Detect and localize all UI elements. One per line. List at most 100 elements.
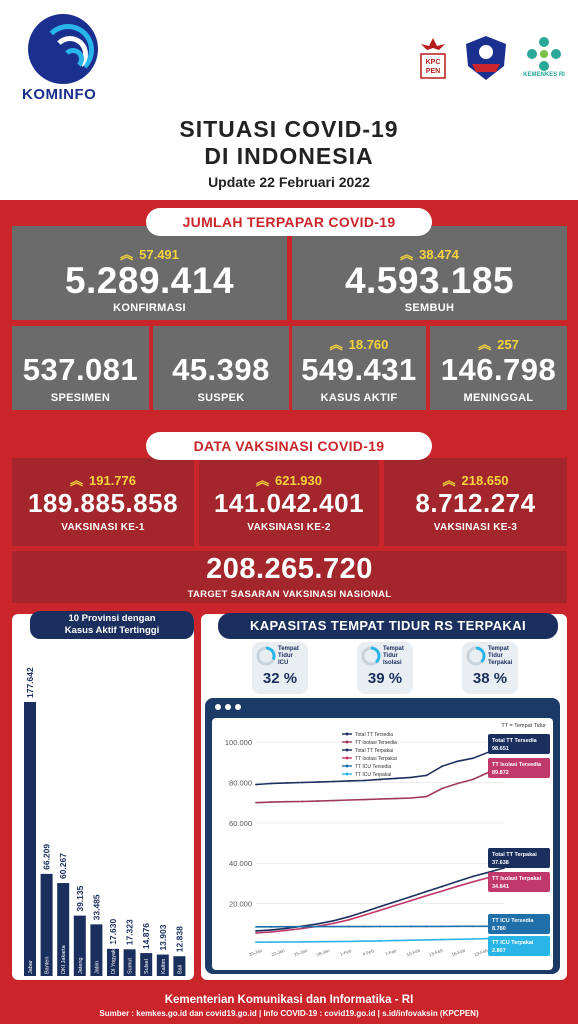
series-point bbox=[363, 925, 366, 928]
meninggal-card: ︽ 257 146.798 MENINGGAL bbox=[430, 326, 567, 410]
target-vaksinasi-card: 208.265.720 TARGET SASARAN VAKSINASI NAS… bbox=[12, 551, 567, 603]
legend-marker bbox=[345, 732, 349, 736]
vaksinasi-3-card: ︽ 218.650 8.712.274 VAKSINASI KE-3 bbox=[384, 458, 567, 546]
tempat-tidur-line-chart: 100.000 80.000 60.000 40.000 20.000 20-Jan 22-… bbox=[225, 723, 550, 958]
series-point bbox=[348, 915, 350, 918]
province-category-label: Banten bbox=[45, 957, 51, 974]
series-point bbox=[441, 925, 443, 928]
series-point bbox=[394, 925, 397, 928]
gauge-total: Tempat Tidur Terpakai 38 % bbox=[462, 642, 518, 694]
series-point bbox=[270, 925, 273, 928]
target-value: 208.265.720 bbox=[206, 553, 373, 585]
province-bar bbox=[173, 956, 186, 976]
vaksinasi-header: DATA VAKSINASI COVID-19 bbox=[146, 432, 432, 460]
end-label-box bbox=[488, 848, 550, 868]
legend-marker bbox=[345, 748, 349, 752]
series-point bbox=[348, 918, 350, 921]
series-point bbox=[410, 776, 412, 779]
series-point bbox=[301, 927, 304, 930]
province-category-label: Jateng bbox=[78, 957, 84, 974]
province-value-label: 12.838 bbox=[174, 926, 184, 952]
series-point bbox=[425, 894, 428, 897]
gauge-icu-label: Tidur bbox=[278, 653, 293, 659]
legend-label: TT ICU Terpakai bbox=[355, 772, 391, 778]
increase-icon: ︽ bbox=[400, 247, 414, 262]
gauge-isolasi-label: Tempat bbox=[383, 646, 404, 652]
end-label-box bbox=[488, 914, 550, 934]
series-point bbox=[255, 929, 257, 932]
series-point bbox=[255, 941, 257, 944]
series-point bbox=[255, 931, 257, 934]
vaksinasi-3-value: 8.712.274 bbox=[415, 488, 536, 518]
series-point bbox=[472, 875, 474, 878]
series-point bbox=[348, 779, 350, 782]
spesimen-card: 537.081 SPESIMEN bbox=[12, 326, 149, 410]
x-tick-label: 7-Feb bbox=[384, 948, 397, 957]
end-label-value: 37.638 bbox=[492, 860, 509, 866]
end-label-box bbox=[488, 936, 550, 956]
legend-label: TT Isolasi Terpakai bbox=[355, 756, 397, 762]
series-point bbox=[317, 925, 319, 928]
series-point bbox=[394, 797, 397, 800]
series-point bbox=[472, 757, 474, 760]
series-point bbox=[394, 777, 397, 780]
end-label-value: 34.841 bbox=[492, 884, 509, 890]
konfirmasi-value: 5.289.414 bbox=[64, 260, 235, 301]
spesimen-value: 537.081 bbox=[22, 352, 139, 387]
end-label-value: 89.872 bbox=[492, 770, 509, 776]
series-point bbox=[286, 929, 288, 932]
series-point bbox=[425, 890, 428, 893]
series-point bbox=[410, 797, 412, 799]
end-label-title: TT Isolasi Tersedia bbox=[492, 762, 542, 768]
series-point bbox=[410, 899, 412, 902]
series-point bbox=[270, 801, 273, 803]
series-point bbox=[270, 928, 273, 931]
series-point bbox=[379, 925, 381, 928]
series-point bbox=[456, 760, 459, 763]
series-point bbox=[348, 799, 350, 801]
series-point bbox=[286, 927, 288, 930]
series-point bbox=[441, 765, 443, 768]
series-point bbox=[286, 781, 288, 784]
legend-label: TT ICU Tersedia bbox=[355, 764, 391, 770]
y-tick-label: 20.000 bbox=[229, 900, 252, 909]
series-point bbox=[379, 798, 381, 800]
vaksinasi-2-value: 141.042.401 bbox=[213, 488, 365, 518]
series-point bbox=[301, 925, 304, 928]
series-point bbox=[317, 781, 319, 783]
x-tick-label: 19-Feb bbox=[473, 948, 489, 958]
series-point bbox=[270, 782, 273, 785]
footer-title: Kementerian Komunikasi dan Informatika -… bbox=[164, 994, 414, 1006]
series-point bbox=[286, 800, 288, 803]
satgas-logo-icon bbox=[466, 36, 506, 80]
province-category-label: Bali bbox=[177, 965, 183, 974]
province-bar bbox=[156, 954, 169, 976]
series-point bbox=[456, 925, 459, 928]
province-value-label: 13.903 bbox=[158, 924, 168, 950]
series-point bbox=[472, 880, 474, 883]
series-point bbox=[394, 939, 397, 942]
series-point bbox=[456, 782, 459, 785]
province-value-label: 39.135 bbox=[75, 885, 85, 911]
footer-source: Sumber : kemkes.go.id dan covid19.go.id … bbox=[99, 1009, 479, 1018]
header bbox=[0, 0, 578, 210]
increase-icon: ︽ bbox=[69, 473, 83, 488]
suspek-card: 45.398 SUSPEK bbox=[153, 326, 289, 410]
gauge-total-pct: 38 % bbox=[472, 670, 508, 687]
series-point bbox=[441, 938, 443, 941]
legend-label: Total TT Terpakai bbox=[355, 748, 393, 754]
province-bar bbox=[40, 873, 53, 976]
series-point bbox=[332, 940, 335, 943]
konfirmasi-label: KONFIRMASI bbox=[113, 302, 186, 314]
series-point bbox=[394, 900, 397, 903]
province-bar bbox=[90, 924, 103, 976]
gauge-isolasi-label: Isolasi bbox=[383, 660, 402, 666]
x-tick-label: 16-Feb bbox=[451, 948, 467, 958]
spesimen-label: SPESIMEN bbox=[50, 392, 111, 404]
provinsi-header-line2: Kasus Aktif Tertinggi bbox=[64, 625, 160, 636]
window-dot-icon bbox=[235, 704, 241, 710]
konfirmasi-card: ︽ 57.491 5.289.414 KONFIRMASI bbox=[12, 226, 287, 320]
series-point bbox=[255, 783, 257, 786]
vaksinasi-3-label: VAKSINASI KE-3 bbox=[433, 522, 518, 533]
legend-marker bbox=[345, 756, 349, 760]
